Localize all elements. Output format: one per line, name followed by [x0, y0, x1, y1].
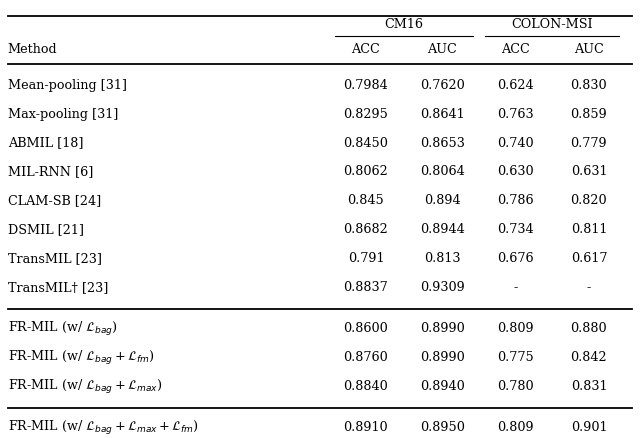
Text: 0.775: 0.775: [497, 351, 534, 364]
Text: DSMIL [21]: DSMIL [21]: [8, 223, 84, 237]
Text: 0.8840: 0.8840: [344, 380, 388, 393]
Text: 0.734: 0.734: [497, 223, 534, 237]
Text: CLAM-SB [24]: CLAM-SB [24]: [8, 194, 101, 208]
Text: FR-MIL (w/ $\mathcal{L}_{bag}$): FR-MIL (w/ $\mathcal{L}_{bag}$): [8, 320, 118, 338]
Text: FR-MIL (w/ $\mathcal{L}_{bag}+\mathcal{L}_{max}$): FR-MIL (w/ $\mathcal{L}_{bag}+\mathcal{L…: [8, 378, 162, 396]
Text: -: -: [587, 281, 591, 294]
Text: 0.791: 0.791: [348, 252, 384, 265]
Text: AUC: AUC: [428, 43, 457, 56]
Text: 0.901: 0.901: [571, 421, 607, 434]
Text: ACC: ACC: [501, 43, 530, 56]
Text: 0.7984: 0.7984: [344, 79, 388, 92]
Text: -: -: [513, 281, 518, 294]
Text: 0.8295: 0.8295: [344, 108, 388, 120]
Text: Method: Method: [8, 43, 58, 56]
Text: 0.624: 0.624: [497, 79, 534, 92]
Text: 0.8064: 0.8064: [420, 166, 465, 178]
Text: 0.617: 0.617: [571, 252, 607, 265]
Text: FR-MIL (w/ $\mathcal{L}_{bag}+\mathcal{L}_{fm}$): FR-MIL (w/ $\mathcal{L}_{bag}+\mathcal{L…: [8, 349, 154, 367]
Text: 0.8990: 0.8990: [420, 322, 465, 336]
Text: 0.8062: 0.8062: [344, 166, 388, 178]
Text: 0.779: 0.779: [571, 137, 607, 149]
Text: 0.820: 0.820: [571, 194, 607, 208]
Text: 0.809: 0.809: [497, 421, 534, 434]
Text: 0.842: 0.842: [571, 351, 607, 364]
Text: 0.8450: 0.8450: [344, 137, 388, 149]
Text: 0.845: 0.845: [348, 194, 384, 208]
Text: AUC: AUC: [574, 43, 604, 56]
Text: MIL-RNN [6]: MIL-RNN [6]: [8, 166, 93, 178]
Text: 0.763: 0.763: [497, 108, 534, 120]
Text: 0.631: 0.631: [571, 166, 607, 178]
Text: 0.786: 0.786: [497, 194, 534, 208]
Text: TransMIL† [23]: TransMIL† [23]: [8, 281, 108, 294]
Text: 0.813: 0.813: [424, 252, 461, 265]
Text: 0.8950: 0.8950: [420, 421, 465, 434]
Text: 0.8760: 0.8760: [344, 351, 388, 364]
Text: TransMIL [23]: TransMIL [23]: [8, 252, 102, 265]
Text: 0.630: 0.630: [497, 166, 534, 178]
Text: COLON-MSI: COLON-MSI: [511, 18, 593, 31]
Text: 0.8910: 0.8910: [344, 421, 388, 434]
Text: 0.811: 0.811: [571, 223, 607, 237]
Text: Max-pooling [31]: Max-pooling [31]: [8, 108, 118, 120]
Text: ABMIL [18]: ABMIL [18]: [8, 137, 83, 149]
Text: 0.8682: 0.8682: [344, 223, 388, 237]
Text: 0.8641: 0.8641: [420, 108, 465, 120]
Text: 0.880: 0.880: [571, 322, 607, 336]
Text: 0.809: 0.809: [497, 322, 534, 336]
Text: 0.8653: 0.8653: [420, 137, 465, 149]
Text: 0.8940: 0.8940: [420, 380, 465, 393]
Text: 0.8990: 0.8990: [420, 351, 465, 364]
Text: 0.830: 0.830: [571, 79, 607, 92]
Text: CM16: CM16: [385, 18, 424, 31]
Text: 0.8600: 0.8600: [344, 322, 388, 336]
Text: FR-MIL (w/ $\mathcal{L}_{bag}+\mathcal{L}_{max}+\mathcal{L}_{fm}$): FR-MIL (w/ $\mathcal{L}_{bag}+\mathcal{L…: [8, 419, 199, 437]
Text: 0.740: 0.740: [497, 137, 534, 149]
Text: 0.9309: 0.9309: [420, 281, 465, 294]
Text: 0.8837: 0.8837: [344, 281, 388, 294]
Text: 0.780: 0.780: [497, 380, 534, 393]
Text: 0.831: 0.831: [571, 380, 607, 393]
Text: 0.894: 0.894: [424, 194, 461, 208]
Text: ACC: ACC: [351, 43, 380, 56]
Text: 0.8944: 0.8944: [420, 223, 465, 237]
Text: 0.7620: 0.7620: [420, 79, 465, 92]
Text: 0.676: 0.676: [497, 252, 534, 265]
Text: Mean-pooling [31]: Mean-pooling [31]: [8, 79, 127, 92]
Text: 0.859: 0.859: [570, 108, 607, 120]
